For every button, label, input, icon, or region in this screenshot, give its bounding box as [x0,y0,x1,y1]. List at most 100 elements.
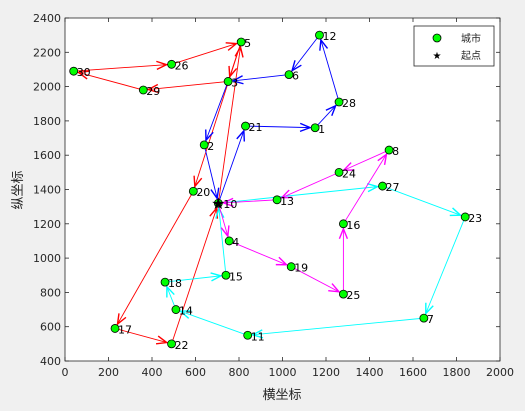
route-arrowhead [234,45,244,58]
city-marker [378,181,387,191]
route-arrowhead [325,104,337,116]
city-label: 19 [294,262,308,275]
city-marker [338,289,348,299]
x-tick-label: 0 [62,366,69,379]
city-label: 6 [292,70,299,83]
city-label: 7 [427,313,434,326]
y-tick-label: 1000 [33,252,61,265]
legend: 城市 ★ 起点 [413,25,495,67]
city-label: 12 [322,30,336,43]
y-tick-label: 1600 [33,149,61,162]
city-label: 1 [318,123,325,136]
route-arrowhead [205,129,214,142]
route-segment [218,185,383,204]
city-marker [315,30,324,40]
route-segment [73,70,144,91]
y-tick-label: 600 [40,321,61,334]
start-label: 10 [223,198,237,211]
route-arrowhead [146,83,159,94]
route-segment [245,125,316,129]
route-arrowhead [250,329,264,339]
route-segment [247,317,424,336]
route-segment [423,216,466,319]
city-marker [110,324,120,333]
route-arrowhead [449,207,463,217]
legend-start-label: 起点 [461,50,481,62]
route-arrowhead [290,60,302,73]
plot-frame [64,17,501,362]
city-marker [69,66,79,76]
route-segment [73,63,172,72]
route-arrowhead [319,38,329,51]
route-arrowhead [166,285,175,298]
route-segment [192,41,242,192]
city-marker [241,121,250,131]
y-tick-label: 2200 [33,46,61,59]
x-tick-label: 1200 [312,366,340,379]
route-segment [114,327,172,345]
route-segment [288,34,320,75]
route-arrowhead [178,310,192,319]
city-label: 4 [232,236,239,249]
start-city-marker [213,198,223,208]
route-segment [164,274,227,283]
x-tick-label: 2000 [486,366,514,379]
y-tick-label: 2400 [33,12,61,25]
city-marker [221,270,231,280]
legend-city-marker [432,33,442,43]
city-marker [171,305,181,314]
city-label: 13 [280,195,294,208]
route-arrowhead [156,60,169,70]
route-arrowhead [236,128,246,142]
route-segment [229,240,292,268]
route-arrowhead [155,335,169,345]
route-segment [175,309,248,336]
city-label: 25 [346,289,360,302]
route-arrowhead [225,42,239,51]
x-tick-label: 400 [142,366,163,379]
legend-city-label: 城市 [461,32,481,45]
y-tick-label: 1800 [33,115,61,128]
plot-area [65,18,500,361]
route-segment [228,74,290,82]
city-label: 30 [77,66,91,79]
city-label: 16 [346,219,360,232]
city-label: 21 [249,121,263,134]
city-marker [223,77,233,86]
y-axis-label: 纵坐标 [11,170,26,209]
legend-box [413,25,495,67]
legend-start-marker: ★ [433,51,442,62]
route-segment [217,41,242,204]
city-label: 24 [342,167,356,180]
city-label: 15 [229,270,243,283]
city-marker [272,195,282,205]
city-label: 26 [175,59,189,72]
city-label: 18 [168,277,182,290]
x-tick-label: 1800 [443,366,471,379]
route-segment [171,41,242,65]
route-segment [382,185,466,218]
city-marker [460,212,470,222]
route-arrowhead [210,272,223,282]
route-segment [290,266,344,295]
city-marker [310,123,320,133]
route-segment [203,144,219,204]
route-arrowhead [215,206,225,219]
route-segment [338,149,390,173]
city-marker [224,236,234,246]
route-arrowhead [338,226,349,240]
city-label: 17 [118,323,132,336]
route-arrowhead [220,225,230,238]
x-axis-label: 横坐标 [262,388,301,403]
route-arrowhead [279,189,293,199]
route-arrowhead [425,302,434,316]
route-segment [218,199,278,204]
route-arrowhead [221,197,234,208]
city-label: 5 [244,37,251,50]
city-label: 22 [175,339,189,352]
x-tick-label: 1000 [269,366,297,379]
city-marker [138,85,148,95]
city-marker [419,313,429,323]
